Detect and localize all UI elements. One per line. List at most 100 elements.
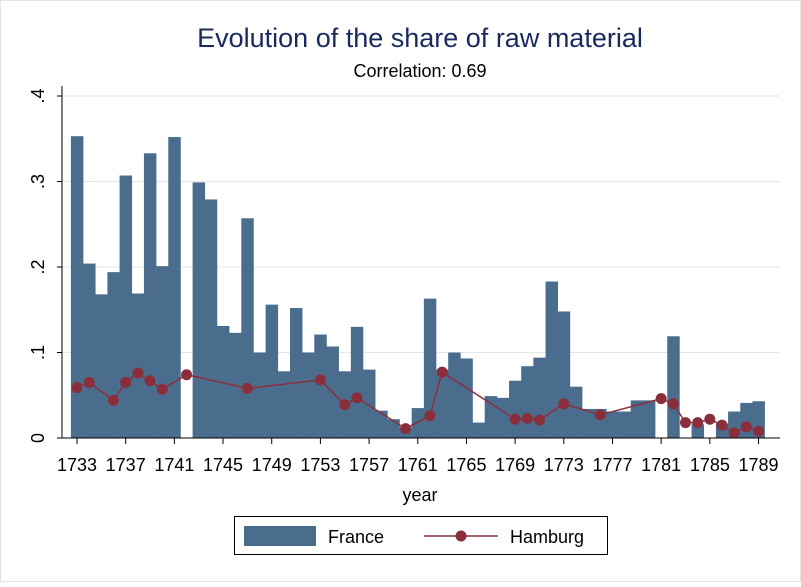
y-tick-label: .1 [28,345,48,360]
france-bar [277,371,291,438]
france-bar [95,294,108,438]
france-bar [740,402,753,438]
x-tick-label: 1745 [203,455,243,475]
france-bar [131,293,145,438]
france-bar [436,369,449,438]
hamburg-point [533,414,545,426]
y-tick-label: .4 [28,88,48,103]
hamburg-point [667,398,679,410]
france-bar [70,136,84,438]
y-tick-label: 0 [28,433,48,443]
hamburg-point [339,399,351,411]
legend-hamburg-marker [455,530,467,542]
france-bar [289,308,303,438]
france-bar [509,380,522,438]
france-bar [375,410,388,438]
hamburg-point [436,366,448,378]
france-bar [83,263,96,438]
hamburg-point [753,425,765,437]
france-bar [642,400,656,438]
gridlines [62,95,780,353]
france-bar [119,175,133,438]
hamburg-point [704,413,716,425]
hamburg-point [521,412,533,424]
x-tick-label: 1757 [349,455,389,475]
x-tick-label: 1785 [690,455,730,475]
hamburg-point [144,375,156,387]
hamburg-point [181,369,193,381]
france-bar [168,137,181,439]
x-tick-label: 1733 [57,455,97,475]
france-bar [387,419,400,438]
france-bar [606,411,619,438]
x-tick-label: 1773 [544,455,584,475]
hamburg-point [120,376,132,388]
france-bar [582,408,595,438]
hamburg-point [716,419,728,431]
france-bar [460,358,473,438]
france-bar [107,272,120,438]
hamburg-point [351,392,363,404]
hamburg-point [108,394,120,406]
hamburg-point [241,382,253,394]
hamburg-line [71,366,765,439]
france-bar [569,386,583,438]
hamburg-point [692,417,704,429]
france-bar [143,153,157,438]
hamburg-point [655,393,667,405]
france-bar [557,311,571,438]
x-tick-label: 1765 [446,455,486,475]
x-tick-label: 1781 [641,455,681,475]
france-bar [253,352,266,438]
x-tick-label: 1777 [592,455,632,475]
hamburg-point [558,398,570,410]
hamburg-point [680,417,691,429]
chart-title: Evolution of the share of raw material [197,23,643,53]
hamburg-point [740,421,752,433]
x-tick-label: 1753 [300,455,340,475]
france-bar [521,366,534,438]
france-bars [70,136,765,439]
france-bar [472,422,485,438]
hamburg-point [83,376,95,388]
france-bar [545,281,559,438]
france-bar [496,397,510,438]
france-bar [265,304,279,438]
france-bar [667,336,680,438]
hamburg-point [314,374,326,386]
france-bar [630,400,644,438]
hamburg-point [71,382,83,394]
france-bar [362,369,376,438]
x-axis-label: year [402,485,437,505]
legend-france-swatch [244,526,316,546]
y-tick-label: .3 [28,174,48,189]
france-bar [192,182,206,438]
france-bar [691,424,705,438]
x-tick-label: 1737 [106,455,146,475]
y-tick-label: .2 [28,259,48,274]
hamburg-point [156,383,168,395]
legend-france-label: France [328,527,384,547]
x-tick-label: 1769 [495,455,535,475]
france-bar [204,199,218,438]
france-bar [156,266,169,438]
hamburg-point [728,427,740,439]
chart-subtitle: Correlation: 0.69 [353,61,486,81]
x-tick-labels: 1733 1737 1741 1745 1749 1753 1757 1761 1765 1769… [57,455,779,475]
hamburg-point [424,410,436,422]
x-tick-label: 1749 [252,455,292,475]
france-bar [533,357,546,438]
hamburg-point [400,423,412,435]
france-bar [216,325,230,438]
france-bar [411,408,425,438]
france-bar [448,352,461,438]
hamburg-point [594,409,606,421]
france-bar [302,352,315,438]
legend-hamburg-label: Hamburg [510,527,584,547]
france-bar [618,411,632,438]
x-tick-label: 1741 [154,455,194,475]
france-bar [484,396,498,438]
